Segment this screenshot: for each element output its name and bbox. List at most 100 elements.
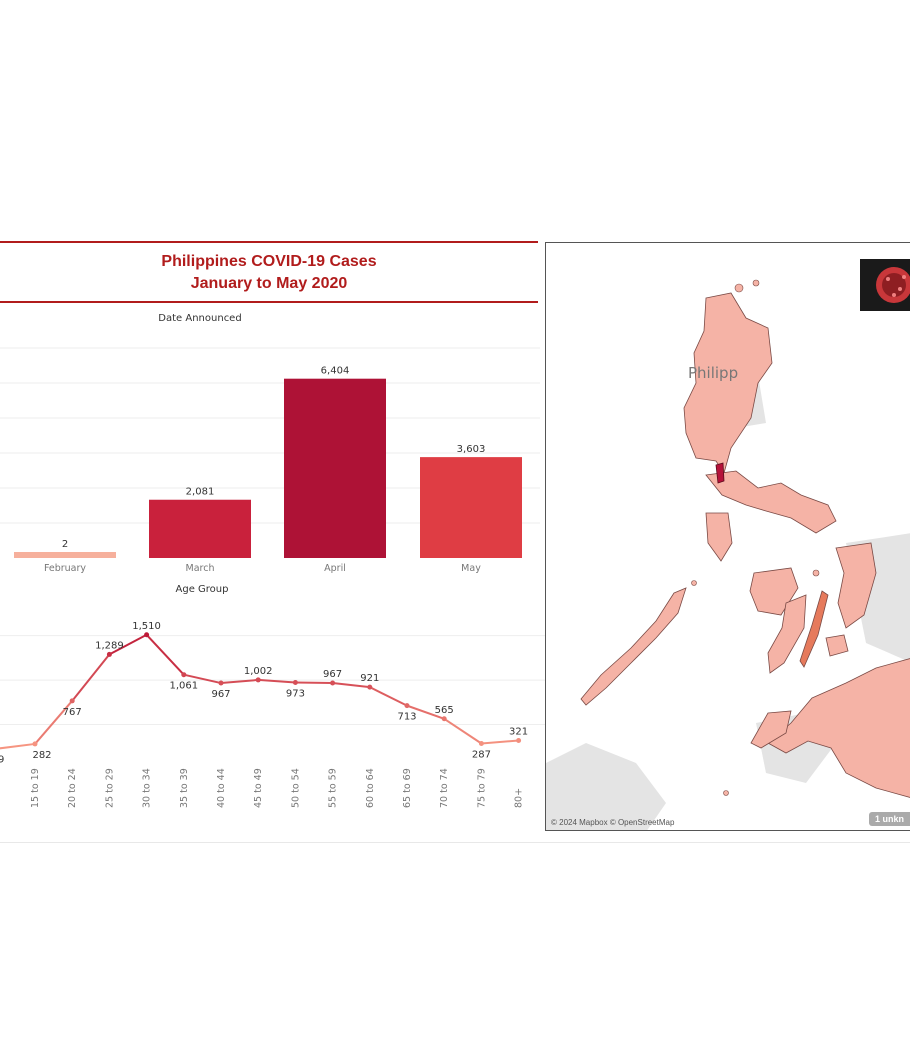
line-category-label: 25 to 29 xyxy=(104,768,115,808)
bar-value-label: 6,404 xyxy=(321,366,350,377)
line-category-label: 35 to 39 xyxy=(179,768,190,808)
map-region-bohol[interactable] xyxy=(825,634,849,657)
line-value-label: 1,289 xyxy=(95,640,124,651)
bottom-divider xyxy=(0,842,910,843)
line-category-label: 60 to 64 xyxy=(365,768,376,808)
line-point xyxy=(404,703,410,709)
map-region-samar-leyte[interactable] xyxy=(835,542,877,629)
line-chart-title: Age Group xyxy=(175,584,229,595)
coronavirus-image xyxy=(860,259,910,311)
bar-value-label: 3,603 xyxy=(457,444,486,455)
line-category-label: 15 to 19 xyxy=(30,768,41,808)
map-region-negros[interactable] xyxy=(767,594,807,674)
philippines-map[interactable]: Philipp xyxy=(546,243,910,831)
line-segment xyxy=(406,704,445,720)
line-point xyxy=(144,632,150,638)
line-segment xyxy=(220,678,259,685)
map-region-island[interactable] xyxy=(691,580,697,586)
bar-april xyxy=(284,378,386,558)
line-category-label: 55 to 59 xyxy=(328,768,339,808)
line-category-label: 80+ xyxy=(514,788,525,808)
line-point xyxy=(330,680,336,686)
map-region-island[interactable] xyxy=(752,279,760,287)
map-region-zamboanga[interactable] xyxy=(750,710,792,749)
line-point xyxy=(255,677,261,683)
bar-value-label: 2 xyxy=(62,539,68,550)
line-point xyxy=(441,716,447,722)
line-segment xyxy=(108,633,148,656)
line-point xyxy=(516,737,522,743)
bar-chart-title: Date Announced xyxy=(158,313,242,324)
map-region-southern-luzon[interactable] xyxy=(705,470,837,534)
line-point xyxy=(367,684,373,690)
line-segment xyxy=(145,634,185,676)
map-region-palawan[interactable] xyxy=(580,587,687,706)
map-region-cebu[interactable] xyxy=(799,590,829,668)
line-value-label: 921 xyxy=(360,673,379,684)
line-point xyxy=(106,651,112,657)
map-attribution[interactable]: © 2024 Mapbox © OpenStreetMap xyxy=(551,818,675,827)
line-category-label: 30 to 34 xyxy=(142,768,153,808)
line-point xyxy=(478,740,484,746)
map-region-island[interactable] xyxy=(734,283,744,293)
map-country-label: Philipp xyxy=(688,364,738,382)
line-segment xyxy=(295,681,333,685)
line-category-label: 75 to 79 xyxy=(476,768,487,808)
line-partial-value-label: 9 xyxy=(0,755,4,766)
line-value-label: 321 xyxy=(509,726,528,737)
map-region-ncr[interactable] xyxy=(715,462,725,484)
line-segment xyxy=(258,678,296,684)
line-category-label: 40 to 44 xyxy=(216,768,227,808)
line-segment xyxy=(183,673,222,685)
line-chart: 9 282 15 to 19 767 20 to 24 1,289 25 to 29 1,51… xyxy=(0,621,545,808)
line-value-label: 767 xyxy=(63,707,82,718)
bar-category-label: May xyxy=(461,563,481,574)
line-value-label: 973 xyxy=(286,689,305,700)
line-value-label: 287 xyxy=(472,749,491,760)
bar-chart: 2 February 2,081 March 6,404 April 3,603 May xyxy=(0,347,540,574)
line-category-label: 50 to 54 xyxy=(290,768,301,808)
line-value-label: 1,510 xyxy=(132,621,161,632)
unknown-location-badge[interactable]: 1 unkn xyxy=(868,812,910,826)
title-bottom-rule xyxy=(0,301,538,303)
map-panel[interactable]: Philipp © 2024 Mapbox © OpenStreetMap 1 … xyxy=(545,242,910,831)
line-point xyxy=(32,741,38,747)
bar-march xyxy=(149,499,251,558)
line-category-label: 20 to 24 xyxy=(67,768,78,808)
line-value-label: 713 xyxy=(397,712,416,723)
line-value-label: 1,002 xyxy=(244,666,273,677)
line-segment xyxy=(332,682,370,689)
line-category-label: 65 to 69 xyxy=(402,768,413,808)
line-value-label: 565 xyxy=(435,705,454,716)
map-region-island[interactable] xyxy=(812,569,820,577)
line-point xyxy=(292,680,298,686)
map-background-region xyxy=(546,743,666,830)
map-region-island[interactable] xyxy=(723,790,729,796)
map-region-mindoro[interactable] xyxy=(705,512,733,562)
line-segment xyxy=(71,653,111,702)
title-top-rule xyxy=(0,241,538,243)
line-point xyxy=(181,672,187,678)
line-category-label: 45 to 49 xyxy=(253,768,264,808)
line-segment xyxy=(34,700,73,745)
line-value-label: 1,061 xyxy=(169,681,198,692)
line-value-label: 967 xyxy=(211,689,230,700)
bar-category-label: February xyxy=(44,563,86,574)
line-segment xyxy=(369,686,408,707)
line-segment xyxy=(443,717,482,745)
line-segment xyxy=(481,739,519,745)
line-segment xyxy=(0,742,36,750)
bar-february xyxy=(14,552,116,558)
bar-category-label: March xyxy=(186,563,215,574)
dashboard-title-line1: Philippines COVID-19 Cases xyxy=(161,253,377,270)
dashboard-title-line2: January to May 2020 xyxy=(190,275,348,292)
bar-category-label: April xyxy=(324,563,346,574)
line-point xyxy=(69,698,75,704)
line-point xyxy=(218,680,224,686)
line-category-label: 70 to 74 xyxy=(439,768,450,808)
bar-value-label: 2,081 xyxy=(186,487,215,498)
line-value-label: 282 xyxy=(32,750,51,761)
bar-may xyxy=(420,457,522,558)
line-value-label: 967 xyxy=(323,669,342,680)
